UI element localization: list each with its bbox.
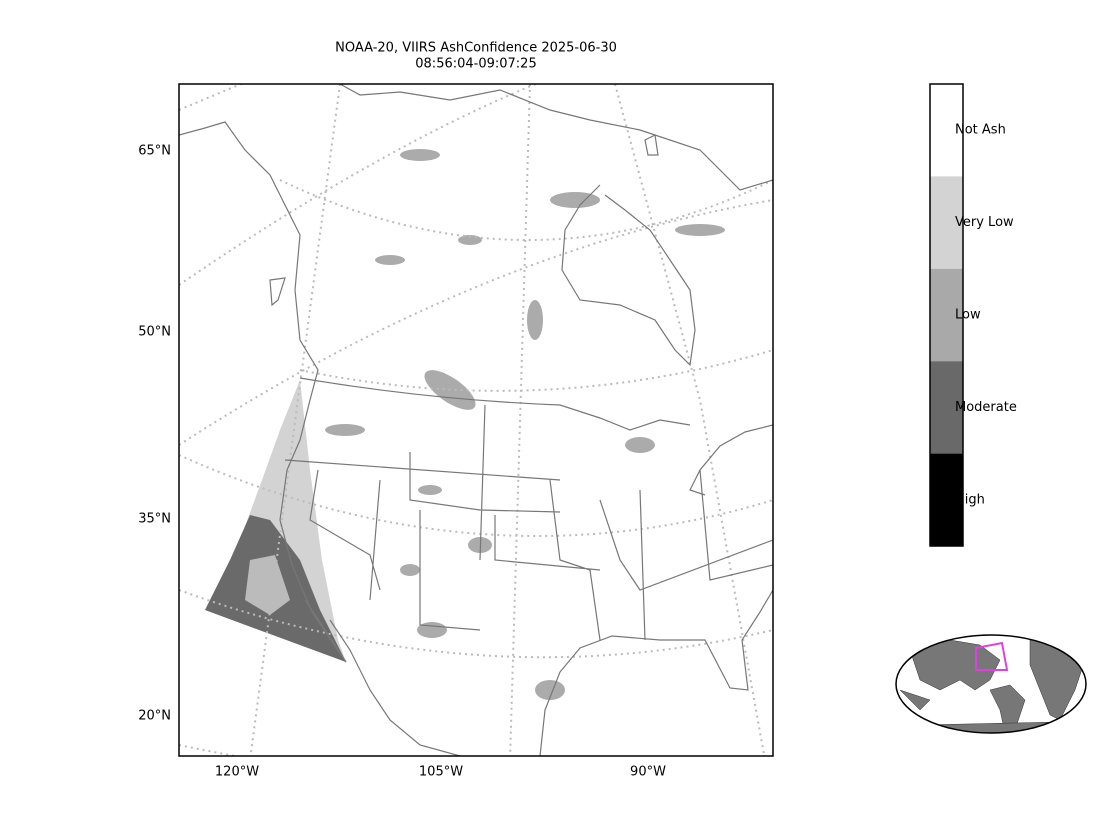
colorbar: Not Ash Very Low Low Moderate High — [929, 83, 1017, 547]
title-line: NOAA-20, VIIRS AshConfidence 2025-06-30 — [335, 41, 617, 56]
globe-inset — [895, 634, 1087, 734]
colorbar-segment — [930, 268, 963, 362]
colorbar-label: Moderate — [955, 400, 1017, 415]
lat-label: 20°N — [138, 709, 171, 724]
colorbar-segment — [930, 84, 963, 177]
lat-label: 65°N — [138, 144, 171, 159]
lon-label: 105°W — [419, 765, 463, 780]
colorbar-segment — [930, 453, 963, 546]
colorbar-segment — [930, 361, 963, 454]
colorbar-label: Not Ash — [955, 123, 1006, 138]
colorbar-frame — [929, 83, 964, 547]
lat-label: 35°N — [138, 512, 171, 527]
colorbar-label: Very Low — [955, 215, 1014, 230]
colorbar-label: High — [955, 492, 985, 507]
colorbar-label: Low — [955, 308, 981, 323]
title-line: 08:56:04-09:07:25 — [415, 57, 536, 72]
map — [179, 84, 773, 756]
lon-label: 120°W — [215, 765, 259, 780]
lat-label: 50°N — [138, 325, 171, 340]
map-frame — [178, 83, 774, 757]
colorbar-segment — [930, 176, 963, 269]
lon-label: 90°W — [630, 765, 666, 780]
ash-speckle — [325, 149, 725, 700]
